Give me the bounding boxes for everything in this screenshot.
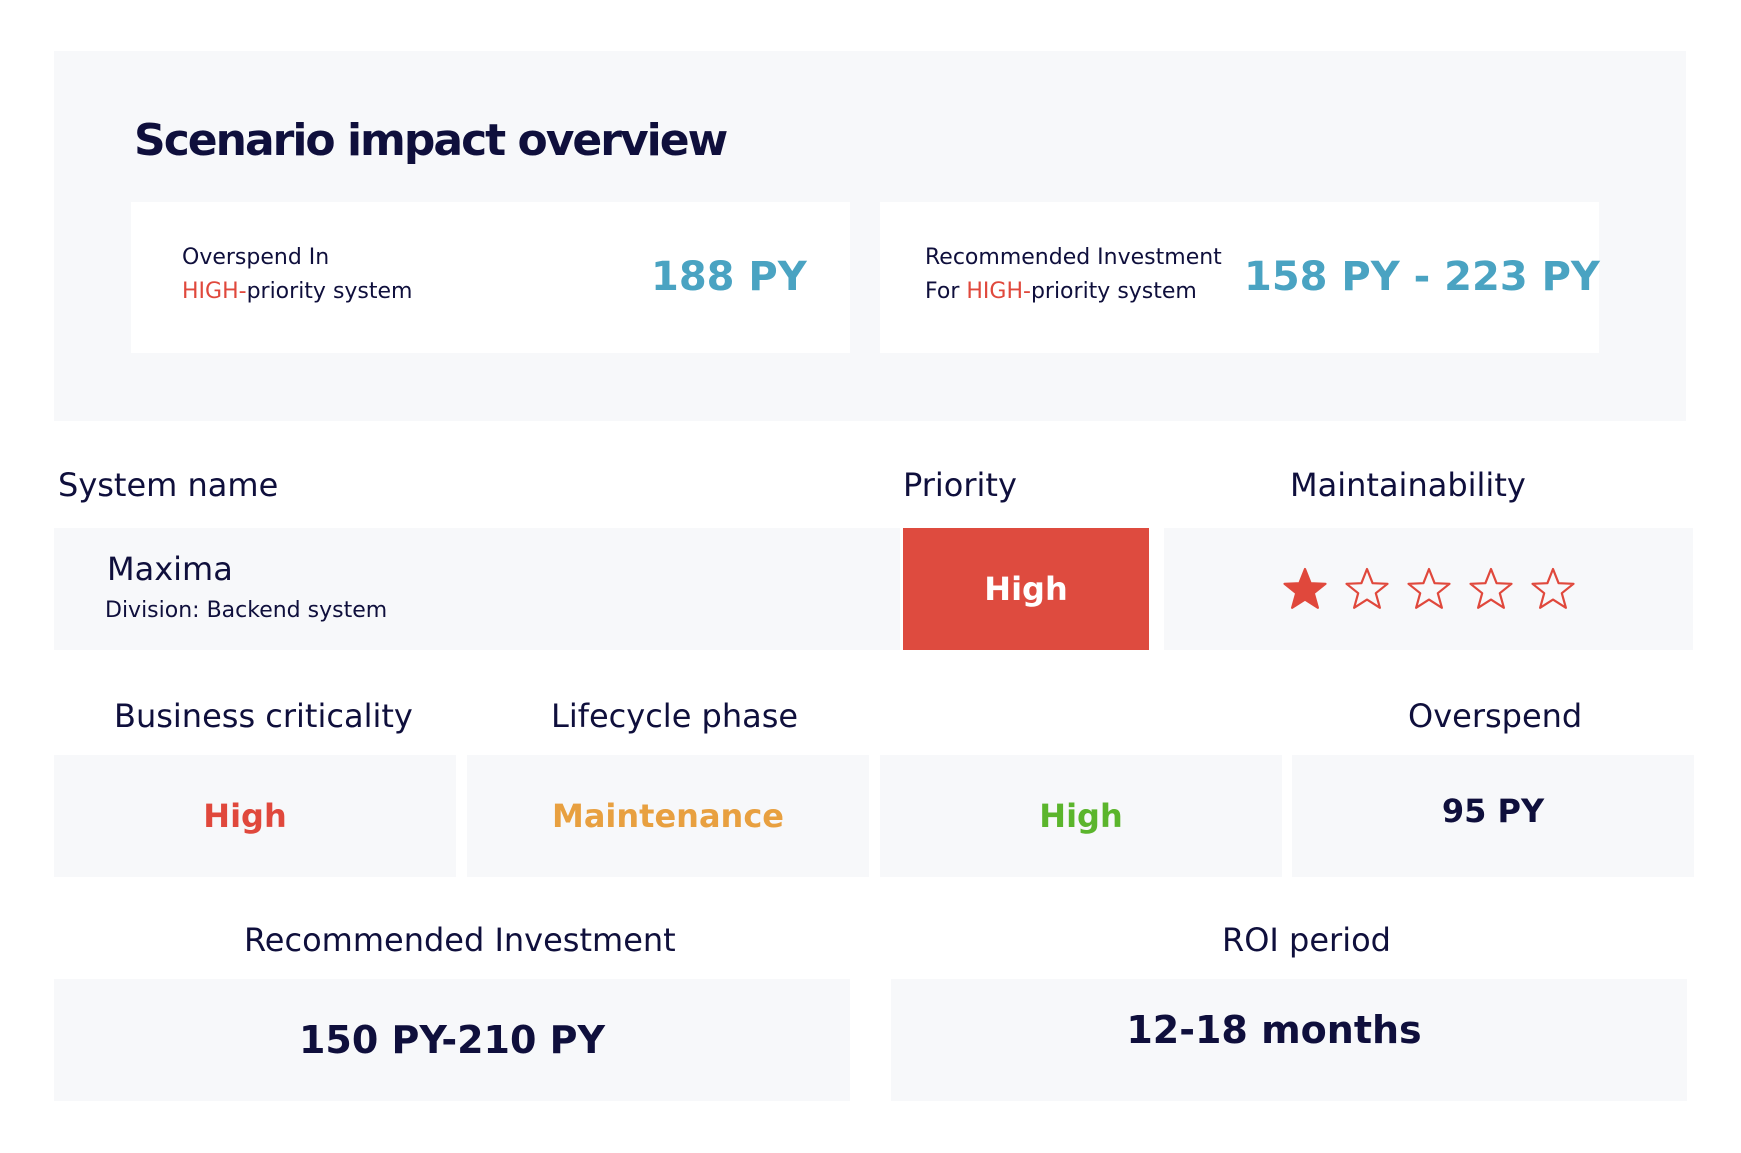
high-priority-tag: HIGH-: [966, 279, 1031, 304]
star-outline-icon: [1468, 567, 1513, 609]
business-criticality-header: Business criticality: [114, 697, 413, 735]
overspend-card-label: Overspend In HIGH-priority system: [182, 241, 412, 309]
star-outline-icon: [1344, 567, 1389, 609]
business-criticality-cell: High: [54, 755, 456, 877]
star-outline-icon: [1530, 567, 1575, 609]
investment-card-line1: Recommended Investment: [925, 245, 1222, 270]
overspend-card-line2: HIGH-priority system: [182, 275, 412, 309]
system-division: Division: Backend system: [105, 598, 388, 623]
maintainability-header: Maintainability: [1290, 466, 1526, 504]
lifecycle-phase-cell: Maintenance: [467, 755, 869, 877]
recommended-investment-value: 150 PY-210 PY: [298, 1018, 606, 1062]
priority-value: High: [984, 570, 1068, 608]
third-metric-cell: High: [880, 755, 1282, 877]
overspend-card-line1: Overspend In: [182, 245, 330, 270]
system-name: Maxima: [107, 550, 233, 588]
priority-system-text: priority system: [246, 279, 413, 304]
lifecycle-phase-value: Maintenance: [551, 797, 784, 835]
overspend-cell: 95 PY: [1292, 755, 1694, 877]
roi-period-header: ROI period: [1222, 921, 1391, 959]
for-prefix: For: [925, 279, 967, 304]
investment-card-value: 158 PY - 223 PY: [1244, 254, 1600, 300]
business-criticality-value: High: [203, 797, 287, 835]
investment-card: Recommended Investment For HIGH-priority…: [880, 202, 1600, 353]
priority-badge: High: [903, 528, 1149, 650]
overspend-card: Overspend In HIGH-priority system 188 PY: [131, 202, 850, 353]
priority-header: Priority: [903, 466, 1017, 504]
overspend-card-value: 188 PY: [651, 254, 807, 300]
high-priority-tag: HIGH-: [182, 279, 247, 304]
overspend-value: 95 PY: [1441, 792, 1545, 830]
overspend-header: Overspend: [1408, 697, 1583, 735]
recommended-investment-header: Recommended Investment: [244, 921, 676, 959]
system-name-header: System name: [58, 466, 279, 504]
roi-period-value: 12-18 months: [1126, 1008, 1422, 1052]
investment-card-line2: For HIGH-priority system: [925, 275, 1222, 309]
roi-period-cell: 12-18 months: [891, 979, 1687, 1101]
priority-system-text: priority system: [1030, 279, 1197, 304]
third-metric-value: High: [1039, 797, 1123, 835]
system-name-cell[interactable]: Maxima Division: Backend system: [54, 528, 900, 650]
overview-title: Scenario impact overview: [134, 115, 728, 166]
star-outline-icon: [1406, 567, 1451, 609]
star-filled-icon: [1282, 567, 1327, 609]
investment-card-label: Recommended Investment For HIGH-priority…: [925, 241, 1222, 309]
lifecycle-phase-header: Lifecycle phase: [551, 697, 799, 735]
maintainability-rating: [1164, 528, 1693, 650]
recommended-investment-cell: 150 PY-210 PY: [54, 979, 850, 1101]
